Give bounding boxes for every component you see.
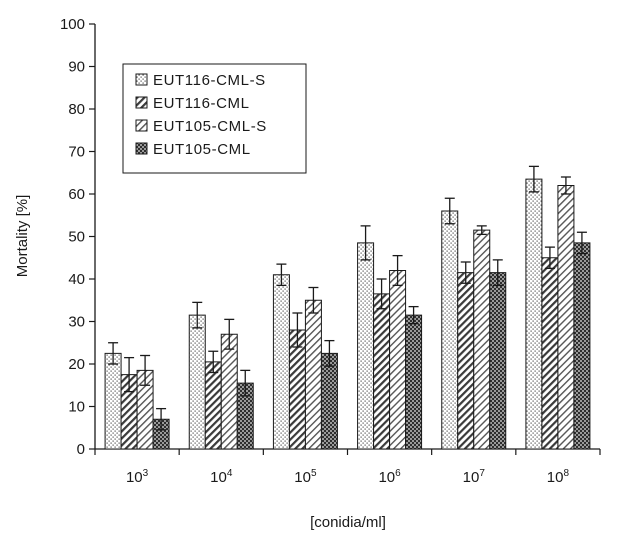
y-tick-label: 40 [68,271,85,288]
bar [104,352,122,450]
legend-swatch [135,73,148,86]
y-axis-title: Mortality [%] [14,195,31,278]
error-bars [108,165,587,431]
x-axis-title: [conidia/ml] [310,514,386,531]
legend-swatch [135,142,148,155]
legend-swatch [135,119,148,132]
x-tick-label: 104 [210,468,233,486]
bar [489,272,507,450]
bar [573,242,591,450]
legend-label: EUT116-CML [153,95,250,112]
y-tick-label: 60 [68,186,85,203]
y-tick-label: 20 [68,356,85,373]
x-tick-label: 107 [463,468,486,486]
x-tick-label: 103 [126,468,149,486]
bar [188,314,206,450]
bar [304,299,322,450]
bar [525,178,543,450]
y-tick-label: 90 [68,59,85,76]
bar [389,270,407,450]
legend-label: EUT105-CML-S [153,118,267,135]
legend-swatch [135,96,148,109]
bar [441,210,459,450]
y-tick-label: 0 [77,441,85,458]
legend-label: EUT116-CML-S [153,72,266,89]
y-ticks: 0 10 20 30 40 50 60 70 80 90 100 [60,16,95,458]
x-tick-labels: 103 104 105 106 107 108 [126,468,570,486]
bar [204,361,222,450]
bar [320,352,338,450]
bar [288,329,306,450]
bar [473,229,491,450]
legend: EUT116-CML-S EUT116-CML EUT105-CML-S EUT105… [122,63,307,174]
bar [357,242,375,450]
y-tick-label: 100 [60,16,85,33]
x-tick-label: 108 [547,468,570,486]
y-tick-label: 80 [68,101,85,118]
bars [104,178,591,450]
bar [373,293,391,450]
x-tick-label: 106 [378,468,401,486]
x-ticks [94,449,601,455]
bar [272,274,290,450]
legend-box [122,63,307,174]
y-tick-label: 30 [68,314,85,331]
bar [405,314,423,450]
bar [541,257,559,450]
bar [457,272,475,450]
y-tick-label: 50 [68,229,85,246]
bar [220,333,238,450]
x-tick-label: 105 [294,468,317,486]
bar [557,185,575,450]
legend-label: EUT105-CML [153,141,251,158]
y-tick-label: 70 [68,144,85,161]
y-tick-label: 10 [68,399,85,416]
